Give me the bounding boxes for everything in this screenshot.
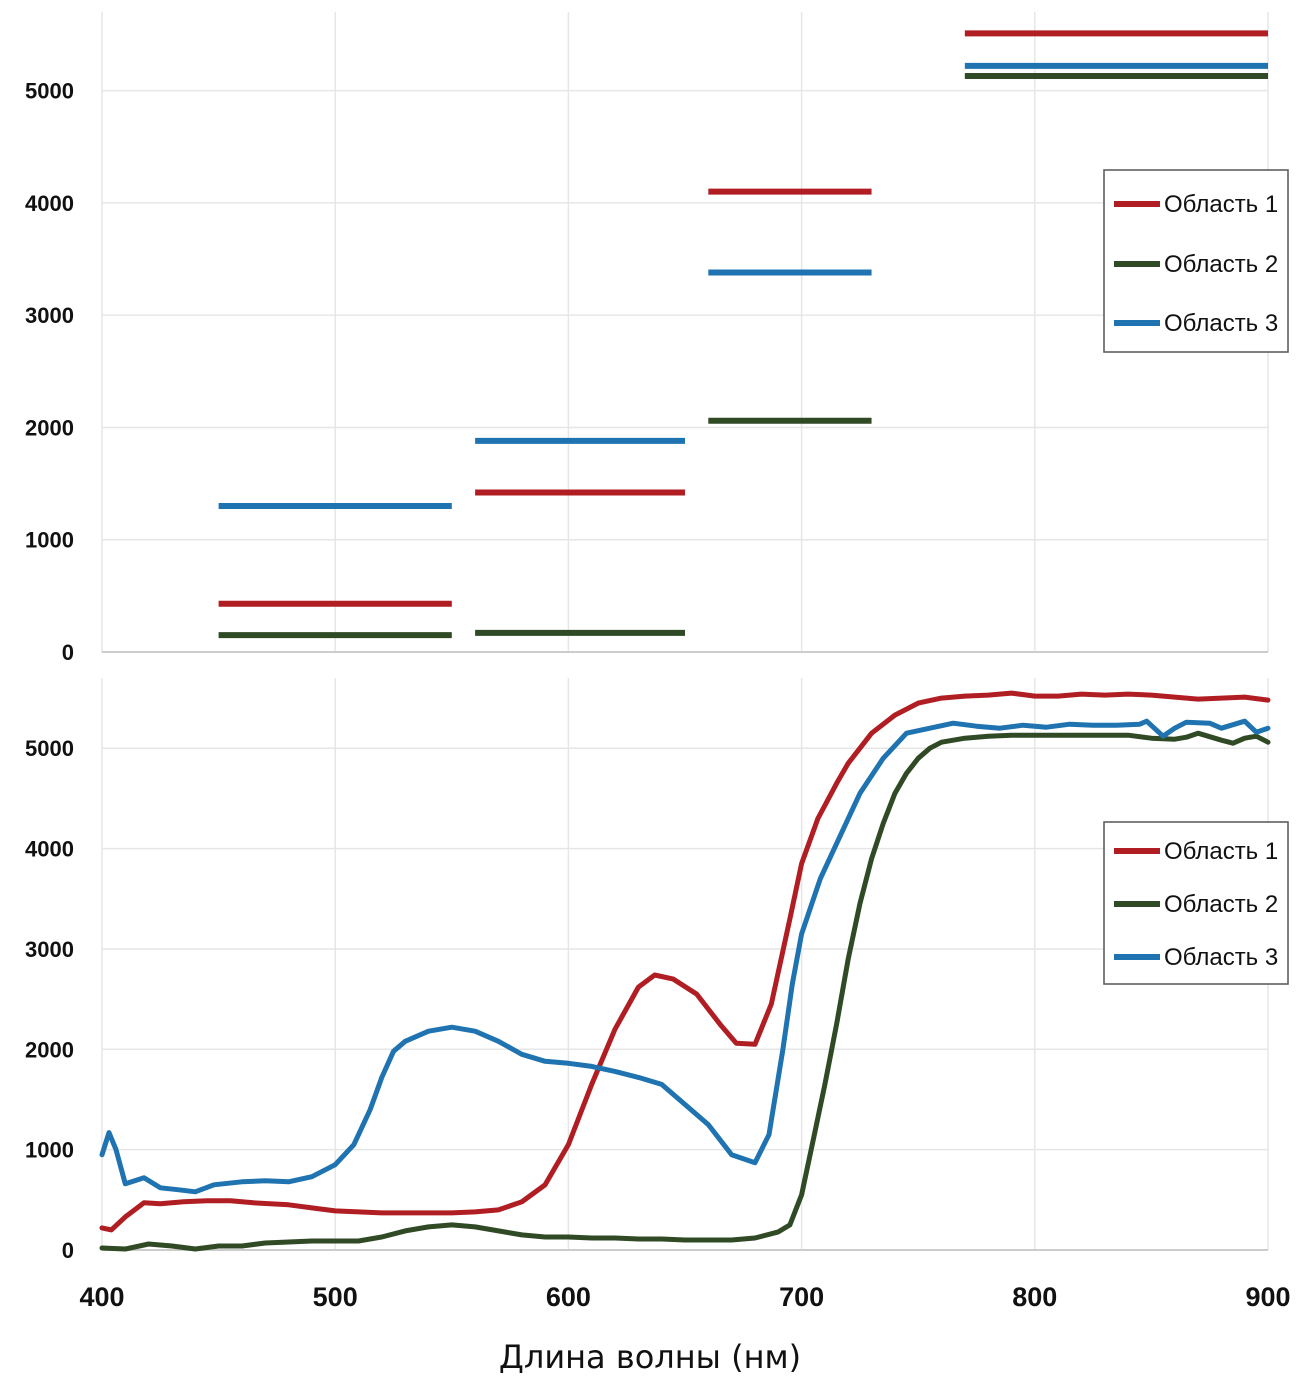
- legend-label: Область 3: [1164, 310, 1278, 337]
- bottom-chart-panel: 0 1000 2000 3000 4000 5000 400 500 600 700 800 900 О…: [25, 678, 1291, 1312]
- x-tick-label: 500: [313, 1282, 358, 1312]
- y-tick-label: 1000: [25, 528, 74, 553]
- y-tick-label: 4000: [25, 837, 74, 862]
- legend-label: Область 2: [1164, 251, 1278, 278]
- y-tick-label: 1000: [25, 1138, 74, 1163]
- top-chart-panel: 0 1000 2000 3000 4000 5000 Область 1 Область 2 О…: [25, 12, 1289, 665]
- legend-label: Область 2: [1164, 891, 1278, 918]
- x-tick-label: 800: [1012, 1282, 1057, 1312]
- legend-label: Область 1: [1164, 838, 1278, 865]
- x-axis-label: Длина волны (нм): [499, 1338, 801, 1376]
- y-tick-label: 5000: [25, 79, 74, 104]
- legend-label: Область 1: [1164, 191, 1278, 218]
- y-tick-label: 4000: [25, 191, 74, 216]
- x-tick-label: 700: [779, 1282, 824, 1312]
- series-line: [99, 690, 1271, 1233]
- y-tick-label: 3000: [25, 937, 74, 962]
- y-tick-label: 2000: [25, 1037, 74, 1062]
- x-tick-label: 400: [79, 1282, 124, 1312]
- legend-label: Область 3: [1164, 944, 1278, 971]
- y-tick-label: 0: [62, 640, 74, 665]
- y-tick-label: 0: [62, 1238, 74, 1263]
- x-tick-label: 900: [1245, 1282, 1290, 1312]
- y-tick-label: 2000: [25, 415, 74, 440]
- series-line: [99, 730, 1271, 1252]
- y-tick-label: 5000: [25, 736, 74, 761]
- series-line: [99, 718, 1271, 1195]
- x-tick-label: 600: [546, 1282, 591, 1312]
- y-tick-label: 3000: [25, 303, 74, 328]
